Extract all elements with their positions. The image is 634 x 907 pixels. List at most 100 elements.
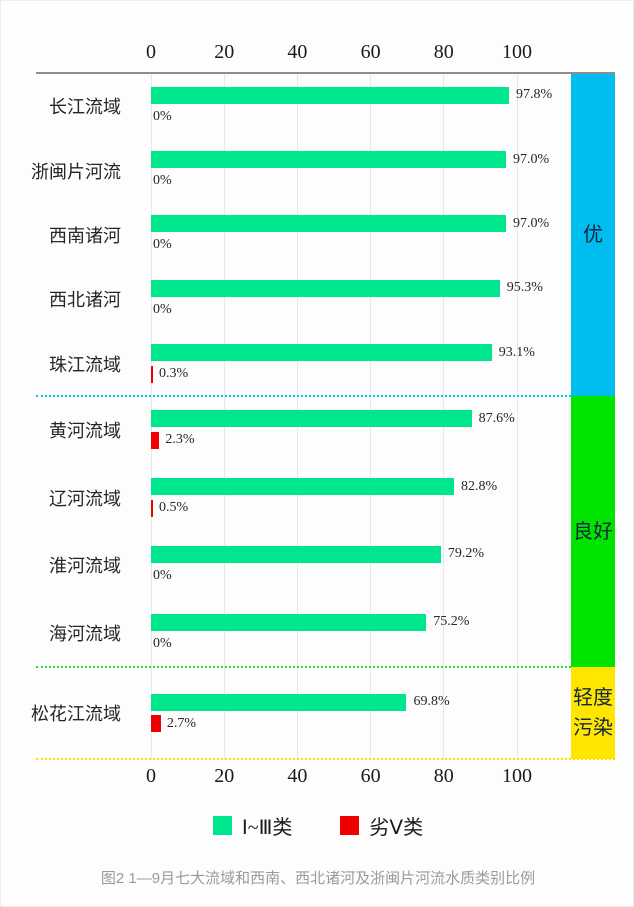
x-axis-tick-label: 100 bbox=[502, 765, 532, 787]
legend-item: 劣Ⅴ类 bbox=[340, 811, 423, 840]
bar-group: 95.3% 0% bbox=[151, 279, 543, 319]
bad-bar-line: 0% bbox=[151, 236, 549, 254]
chart-row: 长江流域 97.8% 0% bbox=[1, 86, 571, 126]
chart-row: 浙闽片河流 97.0% 0% bbox=[1, 151, 571, 190]
section-1: 黄河流域 87.6% 2.3% 辽河流域 82.8% 0.5% 淮河流域 79.2% 0% 海河流… bbox=[1, 396, 571, 667]
good-bar-value: 97.8% bbox=[515, 87, 553, 103]
chart-row: 辽河流域 82.8% 0.5% bbox=[1, 478, 571, 517]
bar-group: 97.0% 0% bbox=[151, 151, 549, 190]
row-label: 西北诸河 bbox=[49, 290, 121, 311]
good-bar bbox=[151, 151, 507, 169]
bad-bar-value: 0.5% bbox=[159, 500, 189, 516]
good-bar-value: 79.2% bbox=[447, 546, 485, 562]
row-label: 西南诸河 bbox=[49, 225, 121, 246]
good-bar-line: 93.1% bbox=[151, 344, 535, 362]
bad-bar-value: 0% bbox=[153, 301, 172, 317]
bar-group: 93.1% 0.3% bbox=[151, 344, 535, 383]
bad-bar bbox=[151, 499, 153, 517]
bar-group: 69.8% 2.7% bbox=[151, 693, 450, 733]
bar-group: 79.2% 0% bbox=[151, 545, 485, 585]
good-bar bbox=[151, 545, 441, 563]
row-label: 浙闽片河流 bbox=[31, 161, 121, 182]
good-bar bbox=[151, 279, 500, 297]
row-label: 珠江流域 bbox=[49, 354, 121, 375]
bad-bar-line: 0% bbox=[151, 567, 484, 585]
bad-bar-value: 0% bbox=[153, 237, 172, 253]
band-label-line: 轻度 bbox=[573, 687, 613, 709]
good-bar bbox=[151, 86, 509, 104]
good-bar-line: 87.6% bbox=[151, 410, 515, 428]
section-divider bbox=[36, 758, 615, 760]
x-axis-tick-label: 0 bbox=[146, 765, 156, 787]
bad-bar-value: 2.3% bbox=[165, 432, 195, 448]
legend-label: 劣Ⅴ类 bbox=[369, 817, 424, 839]
category-band-label: 优 bbox=[583, 220, 603, 250]
good-bar-value: 93.1% bbox=[498, 344, 535, 360]
gridline bbox=[516, 74, 518, 759]
x-axis-tick-label: 20 bbox=[214, 765, 235, 787]
good-bar-line: 97.0% bbox=[151, 151, 550, 169]
chart-row: 淮河流域 79.2% 0% bbox=[1, 545, 571, 585]
x-axis-tick-label: 20 bbox=[214, 41, 235, 63]
section-divider bbox=[36, 395, 571, 397]
x-axis-tick-label: 60 bbox=[360, 765, 381, 787]
x-axis-tick-label: 0 bbox=[146, 41, 156, 63]
x-axis-tick-label: 60 bbox=[360, 41, 381, 63]
section-divider bbox=[36, 666, 571, 668]
plot-area: 长江流域 97.8% 0% 浙闽片河流 97.0% 0% 西南诸河 97.0% 0% 西北诸河 95… bbox=[1, 74, 633, 760]
row-label: 辽河流域 bbox=[49, 488, 121, 509]
good-bar-value: 95.3% bbox=[506, 280, 543, 296]
good-bar-line: 69.8% bbox=[151, 693, 450, 711]
bad-bar-line: 0% bbox=[151, 635, 469, 653]
good-bar-line: 97.0% bbox=[151, 215, 550, 233]
section-2: 松花江流域 69.8% 2.7% bbox=[1, 667, 571, 759]
bad-bar-line: 0% bbox=[151, 172, 549, 190]
bad-bar bbox=[151, 431, 160, 449]
bar-group: 82.8% 0.5% bbox=[151, 478, 497, 517]
bad-bar-value: 0% bbox=[153, 108, 172, 124]
x-axis-tick-label: 100 bbox=[502, 41, 532, 63]
good-bar bbox=[151, 693, 407, 711]
good-bar-value: 82.8% bbox=[461, 478, 498, 494]
chart-row: 珠江流域 93.1% 0.3% bbox=[1, 344, 571, 383]
bad-bar-line: 2.7% bbox=[151, 715, 450, 733]
chart-row: 松花江流域 69.8% 2.7% bbox=[1, 693, 571, 733]
bad-bar-line: 0% bbox=[151, 301, 543, 319]
category-band-label: 轻度 污染 bbox=[573, 683, 613, 743]
good-bar bbox=[151, 613, 427, 631]
bar-group: 87.6% 2.3% bbox=[151, 410, 515, 449]
good-bar bbox=[151, 478, 455, 496]
x-axis-tick-label: 80 bbox=[433, 41, 454, 63]
row-label: 黄河流域 bbox=[49, 420, 121, 441]
x-axis-bottom: 0 20 40 60 80 100 bbox=[1, 765, 633, 789]
band-label-line: 污染 bbox=[573, 717, 613, 739]
good-bar bbox=[151, 344, 492, 362]
good-bar-value: 97.0% bbox=[513, 151, 550, 167]
bad-bar bbox=[151, 365, 153, 383]
good-bar-line: 97.8% bbox=[151, 86, 553, 104]
chart-row: 西北诸河 95.3% 0% bbox=[1, 279, 571, 319]
legend-swatch bbox=[212, 816, 232, 835]
band-label-line: 优 bbox=[583, 224, 603, 246]
bad-bar-value: 0.3% bbox=[159, 366, 189, 382]
bad-bar-line: 0.3% bbox=[151, 365, 535, 383]
row-label: 海河流域 bbox=[49, 624, 121, 645]
category-band-label: 良好 bbox=[573, 517, 613, 547]
bar-group: 97.0% 0% bbox=[151, 215, 549, 254]
bad-bar-value: 0% bbox=[153, 635, 172, 651]
x-axis-tick-label: 40 bbox=[287, 41, 308, 63]
bad-bar-value: 0% bbox=[153, 173, 172, 189]
good-bar-line: 79.2% bbox=[151, 545, 485, 563]
row-label: 长江流域 bbox=[49, 97, 121, 118]
category-band-1: 良好 bbox=[571, 396, 615, 667]
section-0: 长江流域 97.8% 0% 浙闽片河流 97.0% 0% 西南诸河 97.0% 0% 西北诸河 95… bbox=[1, 74, 571, 396]
category-band-0: 优 bbox=[571, 74, 615, 396]
bad-bar-line: 2.3% bbox=[151, 431, 515, 449]
good-bar-line: 82.8% bbox=[151, 478, 498, 496]
chart-row: 黄河流域 87.6% 2.3% bbox=[1, 410, 571, 449]
good-bar-line: 95.3% bbox=[151, 279, 543, 297]
bad-bar-value: 2.7% bbox=[166, 715, 197, 731]
bar-group: 75.2% 0% bbox=[151, 613, 469, 653]
good-bar-value: 97.0% bbox=[513, 215, 550, 231]
